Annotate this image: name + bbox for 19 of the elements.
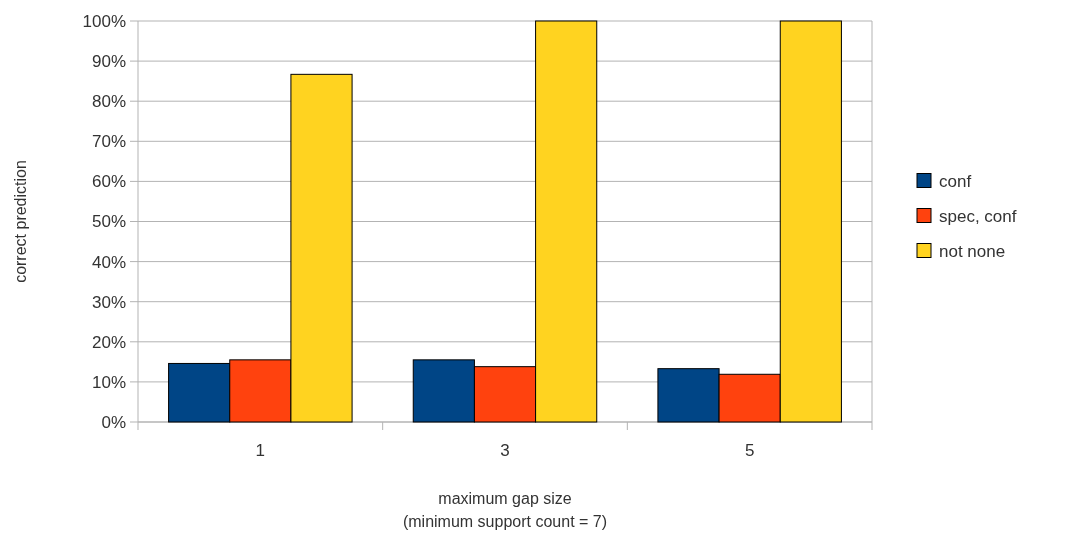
x-tick-label: 5 xyxy=(744,441,755,460)
legend-label: conf xyxy=(939,172,972,192)
y-tick-label: 90% xyxy=(91,52,126,72)
y-tick-label: 0% xyxy=(101,412,126,432)
y-tick-label: 50% xyxy=(91,212,126,232)
y-axis-title: correct prediction xyxy=(12,160,29,283)
y-tick-label: 70% xyxy=(91,132,126,152)
legend-label: spec, conf xyxy=(939,207,1017,227)
y-tick-label: 100% xyxy=(82,11,126,31)
y-tick-label: 60% xyxy=(91,172,126,192)
y-tick-label: 80% xyxy=(91,92,126,112)
x-tick-label: 1 xyxy=(255,441,266,460)
x-axis-title: maximum gap size (minimum support count = 7) xyxy=(402,490,608,530)
y-tick-label: 40% xyxy=(91,252,126,272)
x-tick-label: 3 xyxy=(500,441,510,460)
y-tick-label: 30% xyxy=(91,292,126,312)
legend-label: not none xyxy=(939,242,1006,262)
y-tick-label: 20% xyxy=(91,332,126,352)
y-tick-label: 10% xyxy=(91,372,126,392)
